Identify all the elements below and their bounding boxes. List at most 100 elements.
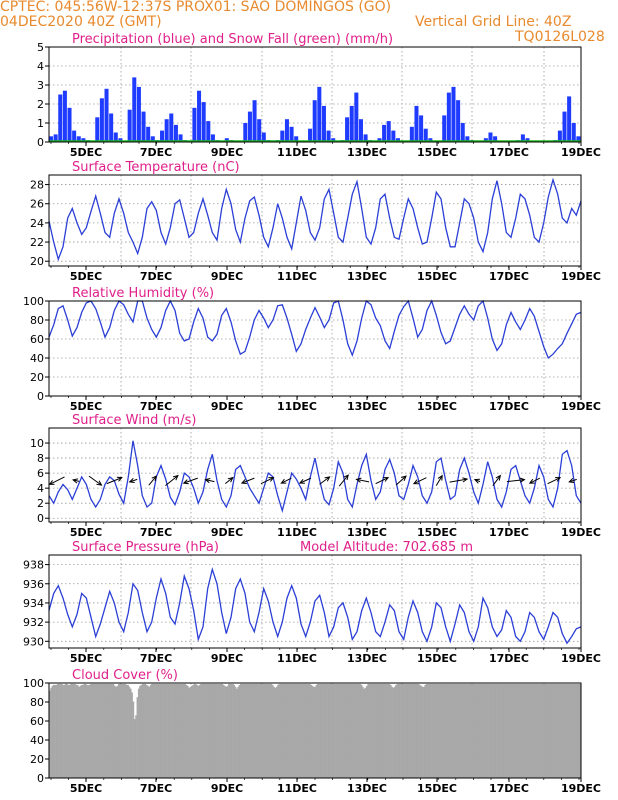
cloud-bar xyxy=(309,683,311,778)
cloud-bar xyxy=(164,683,167,778)
cloud-bar xyxy=(100,683,103,778)
precip-bar xyxy=(257,119,262,142)
cloud-bar xyxy=(409,683,412,778)
cloud-bar xyxy=(67,684,70,778)
precip-bar xyxy=(67,107,72,142)
cloud-bar xyxy=(229,683,232,778)
cloud-bar xyxy=(125,684,128,778)
cloud-bar xyxy=(449,683,452,778)
series-line xyxy=(48,567,582,645)
panel-5: 930 932 934 936 938 5DEC 7DEC 9DEC 11DEC 13DEC 15D… xyxy=(23,540,601,665)
y-tick-label: 4 xyxy=(37,482,44,495)
cloud-bar xyxy=(558,683,561,778)
precip-bar xyxy=(150,136,155,142)
panel-3: 0 20 40 60 80 100 5DEC 7DEC 9DEC 11DEC 13DEC 15DEC 1… xyxy=(23,286,601,413)
wind-arrowhead xyxy=(355,477,362,483)
cloud-bar xyxy=(136,697,139,778)
wind-vector xyxy=(183,477,198,484)
panel-title: Surface Pressure (hPa) xyxy=(72,540,219,555)
header: CPTEC: 045:56W-12:37S PROX01: SAO DOMING… xyxy=(0,0,618,48)
cloud-bar xyxy=(534,683,537,778)
cloud-bar xyxy=(571,683,574,778)
panel-2: 20 22 24 26 28 5DEC 7DEC 9DEC 11DEC 13DEC 15DEC 17D… xyxy=(30,160,601,283)
precip-bar xyxy=(164,119,169,142)
x-tick-label: 15DEC xyxy=(417,146,457,159)
cloud-bar xyxy=(173,683,176,778)
cloud-bar xyxy=(486,683,489,778)
precip-bar xyxy=(247,111,252,142)
cloud-bar xyxy=(425,683,428,778)
cloud-bar xyxy=(124,683,127,778)
x-tick-label: 19DEC xyxy=(561,652,601,665)
y-tick-label: 6 xyxy=(37,467,44,480)
cloud-bar xyxy=(505,683,508,778)
cloud-bar xyxy=(107,683,110,778)
cloud-bar xyxy=(222,684,225,778)
wind-vector xyxy=(395,475,407,486)
cloud-bar xyxy=(310,684,312,778)
cloud-bar xyxy=(168,683,171,778)
cloud-bar xyxy=(460,683,462,778)
cloud-bar xyxy=(132,702,135,778)
cloud-bar xyxy=(364,687,367,778)
cloud-bar xyxy=(332,683,335,778)
cloud-bar xyxy=(368,683,371,778)
wind-arrowhead xyxy=(128,478,135,483)
cloud-bar xyxy=(396,683,399,778)
cloud-bar xyxy=(216,683,218,778)
cloud-bar xyxy=(440,683,442,778)
cloud-bar xyxy=(352,683,355,778)
cloud-bar xyxy=(330,683,332,778)
cloud-bar xyxy=(52,684,55,778)
cloud-bar xyxy=(313,686,315,778)
wind-arrowhead xyxy=(462,477,469,483)
cloud-bar xyxy=(423,686,425,778)
cloud-bar xyxy=(547,683,550,778)
precip-bar xyxy=(289,126,294,142)
location-title: CPTEC: 045:56W-12:37S PROX01: SAO DOMING… xyxy=(0,0,392,15)
y-tick-label: 28 xyxy=(30,179,44,192)
precip-bar xyxy=(76,136,81,142)
precip-bar xyxy=(49,136,54,142)
cloud-bar xyxy=(322,683,324,778)
cloud-bar xyxy=(530,683,533,778)
cloud-bar xyxy=(570,683,573,778)
cloud-bar xyxy=(573,683,575,778)
cloud-bar xyxy=(213,683,216,778)
cloud-bar xyxy=(401,683,404,778)
cloud-bar xyxy=(96,683,99,778)
cloud-bar xyxy=(104,683,107,778)
y-tick-label: 60 xyxy=(30,333,44,346)
wind-arrowhead xyxy=(343,474,349,481)
cloud-bar xyxy=(351,683,354,778)
wind-vector xyxy=(319,476,330,485)
x-tick-label: 9DEC xyxy=(211,782,243,795)
cloud-bar xyxy=(54,684,56,778)
cloud-bar xyxy=(63,684,66,778)
precip-bar xyxy=(62,90,67,142)
x-tick-label: 17DEC xyxy=(489,652,529,665)
precip-bar xyxy=(409,126,414,142)
cloud-bar xyxy=(470,683,473,778)
plot-frame-top xyxy=(48,554,582,649)
cloud-bar xyxy=(498,683,501,778)
cloud-bar xyxy=(141,683,144,778)
panel-title: Precipitation (blue) and Snow Fall (gree… xyxy=(72,32,393,47)
cloud-bar xyxy=(372,683,375,778)
cloud-bar xyxy=(389,684,392,778)
precip-bar xyxy=(136,86,141,142)
cloud-bar xyxy=(448,683,450,778)
y-tick-label: 0 xyxy=(37,772,44,785)
cloud-bar xyxy=(383,683,385,778)
cloud-bar xyxy=(271,684,274,778)
y-tick-label: 932 xyxy=(23,616,44,629)
cloud-bar xyxy=(355,683,358,778)
cloud-bar xyxy=(416,683,419,778)
cloud-bar xyxy=(488,683,490,778)
cloud-bar xyxy=(246,683,249,778)
cloud-bar xyxy=(70,683,72,778)
cloud-bar xyxy=(224,685,226,778)
cloud-bar xyxy=(127,684,129,778)
cloud-bar xyxy=(274,687,277,778)
cloud-bar xyxy=(578,683,580,778)
